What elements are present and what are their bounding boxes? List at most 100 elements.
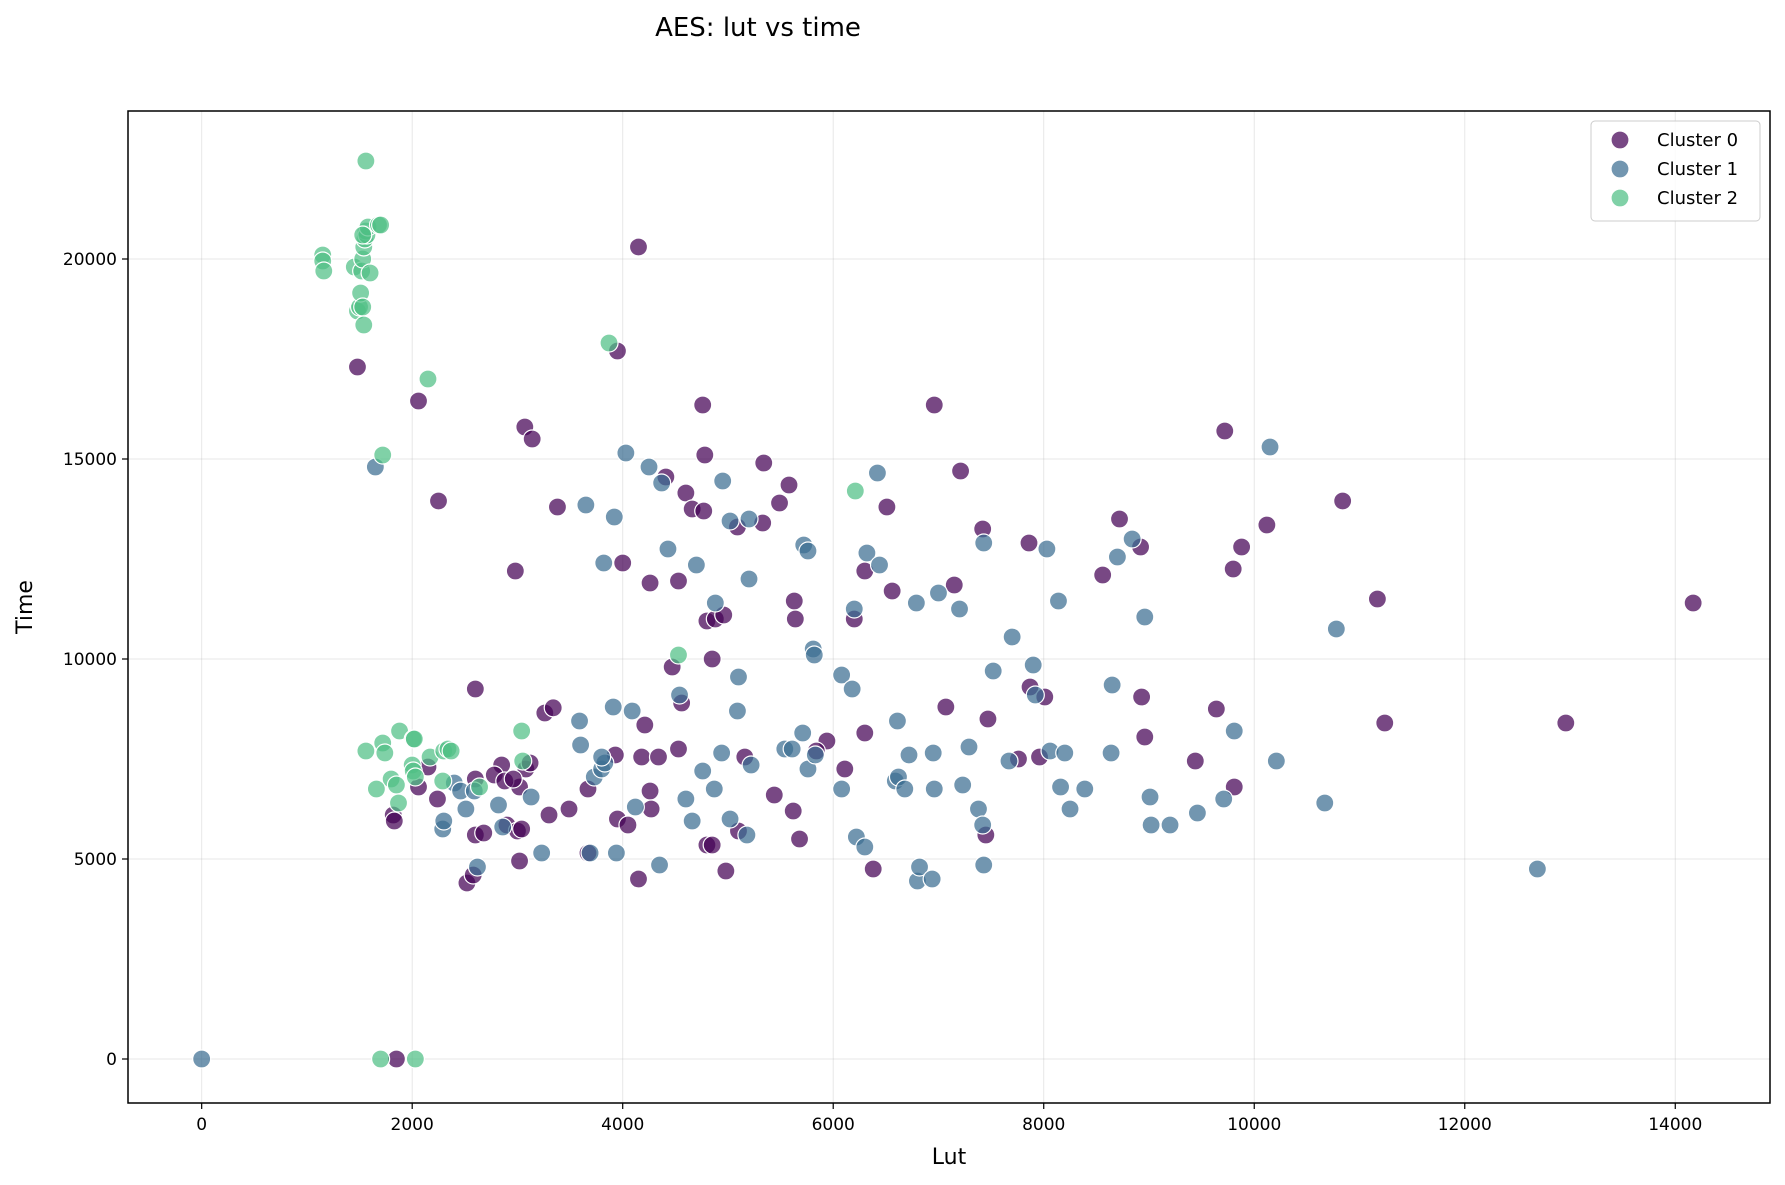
data-point: [354, 315, 374, 335]
data-point: [641, 799, 661, 819]
data-point: [639, 457, 659, 477]
data-point: [625, 797, 645, 817]
data-point: [418, 369, 438, 389]
data-point: [192, 1049, 212, 1069]
data-point: [1101, 743, 1121, 763]
data-point: [727, 701, 748, 721]
data-point: [895, 779, 915, 799]
data-point: [1266, 751, 1286, 771]
data-point: [388, 793, 409, 813]
data-points: [192, 151, 1703, 1069]
data-point: [1050, 777, 1071, 797]
data-point: [999, 751, 1019, 771]
data-point: [1232, 537, 1252, 557]
x-tick-label: 12000: [1438, 1115, 1492, 1135]
legend-label: Cluster 0: [1657, 130, 1738, 151]
data-point: [592, 747, 612, 767]
data-point: [1206, 699, 1226, 719]
data-point: [1224, 777, 1244, 797]
data-point: [360, 263, 380, 283]
data-point: [936, 697, 956, 717]
y-tick-label: 20000: [63, 250, 117, 270]
data-point: [1141, 815, 1161, 835]
data-point: [882, 581, 902, 601]
data-point: [618, 815, 638, 835]
data-point: [869, 555, 890, 575]
legend-label: Cluster 2: [1657, 188, 1738, 209]
data-point: [832, 779, 852, 799]
data-point: [693, 761, 713, 781]
data-point: [1315, 793, 1335, 813]
data-point: [1025, 685, 1045, 705]
y-tick-label: 15000: [63, 450, 117, 470]
data-point: [857, 543, 877, 563]
data-point: [953, 775, 973, 795]
data-point: [712, 743, 732, 763]
data-point: [628, 237, 649, 257]
data-point: [983, 661, 1003, 681]
data-point: [604, 507, 624, 527]
data-point: [668, 645, 689, 665]
data-point: [959, 737, 979, 757]
data-point: [616, 443, 636, 463]
y-axis-label: Time: [13, 580, 38, 635]
data-point: [793, 723, 813, 743]
x-tick-label: 8000: [1022, 1115, 1065, 1135]
data-point: [512, 721, 532, 741]
data-point: [428, 491, 449, 511]
data-point: [532, 843, 552, 863]
series-2: [313, 151, 865, 1069]
data-point: [782, 739, 802, 759]
data-point: [784, 591, 804, 611]
data-point: [1122, 529, 1142, 549]
data-point: [974, 855, 994, 875]
data-point: [845, 481, 865, 501]
data-point: [785, 609, 805, 629]
data-point: [705, 593, 725, 613]
data-point: [950, 461, 971, 481]
data-point: [949, 599, 970, 619]
data-point: [628, 869, 649, 889]
data-point: [571, 735, 591, 755]
data-point: [434, 811, 454, 831]
data-point: [1037, 539, 1057, 559]
legend-marker: [1610, 188, 1630, 208]
data-point: [769, 493, 790, 513]
data-point: [1135, 727, 1155, 747]
data-point: [832, 665, 852, 685]
data-point: [648, 747, 669, 767]
data-point: [580, 843, 600, 863]
data-point: [1187, 803, 1208, 823]
data-point: [559, 799, 579, 819]
data-point: [804, 645, 824, 665]
data-point: [456, 799, 476, 819]
data-point: [720, 809, 740, 829]
data-point: [1215, 421, 1235, 441]
data-point: [576, 495, 596, 515]
data-point: [356, 741, 376, 761]
data-point: [978, 709, 998, 729]
data-point: [923, 743, 943, 763]
data-point: [1185, 751, 1205, 771]
data-point: [1375, 713, 1395, 733]
data-point: [652, 473, 672, 493]
data-point: [606, 843, 626, 863]
data-point: [1048, 591, 1069, 611]
data-point: [783, 801, 803, 821]
data-point: [427, 789, 448, 809]
data-point: [599, 333, 619, 353]
data-point: [543, 698, 563, 718]
data-point: [1140, 787, 1160, 807]
data-point: [371, 1049, 391, 1069]
data-point: [1093, 565, 1113, 585]
data-point: [867, 463, 888, 483]
data-point: [353, 297, 373, 317]
data-point: [924, 395, 944, 415]
data-point: [968, 799, 989, 819]
data-point: [1135, 607, 1155, 627]
data-point: [613, 553, 633, 573]
data-point: [408, 391, 429, 411]
series-1: [192, 437, 1547, 1069]
data-point: [789, 829, 810, 849]
data-point: [676, 483, 696, 503]
